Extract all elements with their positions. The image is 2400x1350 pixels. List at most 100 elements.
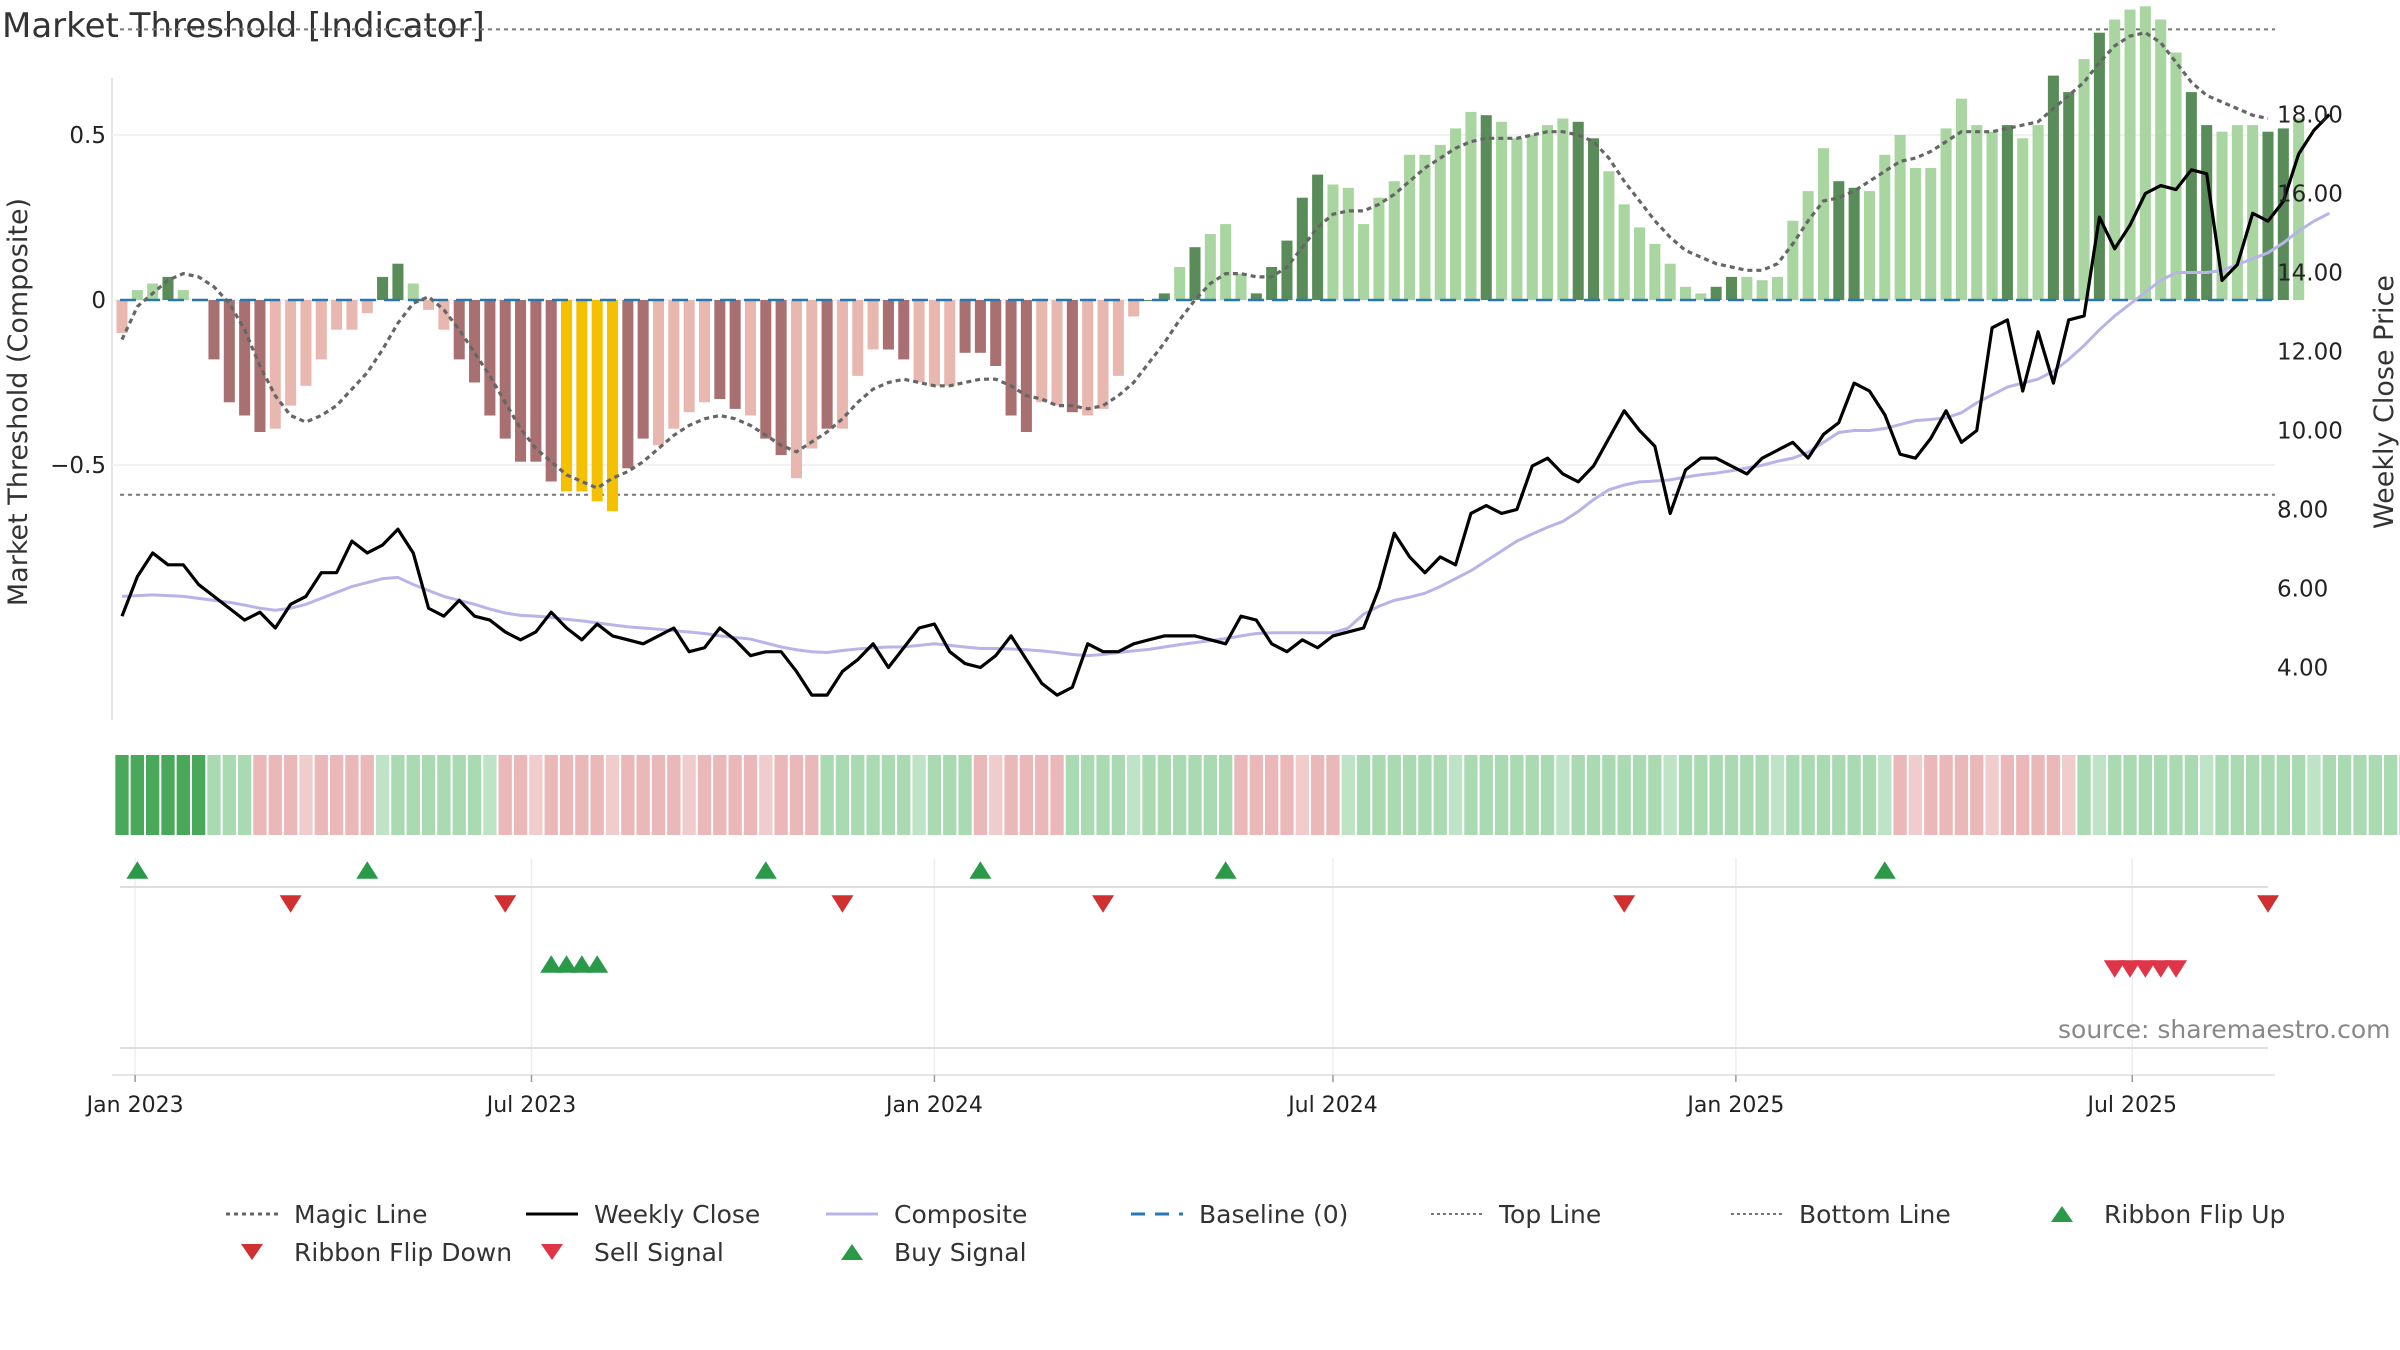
ribbon-cell — [207, 755, 221, 835]
composite-bar — [499, 300, 511, 439]
ribbon-cell — [161, 755, 175, 835]
composite-bar — [561, 300, 573, 492]
composite-bar — [2170, 52, 2182, 300]
ribbon-flip-up-marker — [126, 861, 149, 879]
ribbon-cell — [1479, 755, 1493, 835]
ribbon-cell — [1556, 755, 1570, 835]
ribbon-cell — [1019, 755, 1034, 835]
composite-bar — [2139, 6, 2151, 301]
ribbon-cell — [467, 755, 482, 835]
chart-title: Market Threshold [Indicator] — [2, 6, 485, 46]
ribbon-cell — [1341, 755, 1355, 835]
composite-bar — [1266, 267, 1278, 300]
composite-line — [121, 211, 2330, 658]
ribbon-cell — [1724, 755, 1739, 835]
legend-item-magic: Magic Line — [220, 1195, 428, 1233]
composite-bar — [1450, 128, 1462, 300]
ribbon-cell — [1617, 755, 1631, 835]
ribbon-cell — [1924, 755, 1938, 835]
composite-bar — [2293, 118, 2305, 300]
composite-bar — [1066, 300, 1078, 413]
ribbon-cell — [1985, 755, 1999, 835]
composite-bar — [806, 300, 818, 449]
composite-bar — [162, 276, 174, 300]
ribbon-cell — [299, 755, 313, 835]
ribbon-cell — [1418, 755, 1432, 835]
composite-bar — [300, 300, 312, 386]
ribbon-cell — [1035, 755, 1049, 835]
ribbon-cell — [2016, 755, 2030, 835]
ribbon-cell — [728, 755, 742, 835]
ribbon-cell — [559, 755, 574, 835]
buy-signal-marker — [570, 955, 593, 973]
ribbon-cell — [1648, 755, 1662, 835]
composite-bar — [2063, 92, 2075, 300]
composite-bar — [821, 300, 833, 429]
y-tick-label: −0.5 — [50, 453, 106, 479]
ribbon-cell — [1740, 755, 1754, 835]
composite-bar — [2277, 128, 2289, 300]
x-tick-label: Jan 2024 — [884, 1093, 983, 1118]
ribbon-cell — [1310, 755, 1325, 835]
composite-bar — [1204, 234, 1216, 300]
composite-bar — [453, 300, 465, 360]
ribbon-cell — [1954, 755, 1969, 835]
sell-signal-marker — [2103, 960, 2126, 978]
composite-bar — [2201, 125, 2213, 300]
y2-axis-label: Weekly Close Price — [2369, 275, 2400, 529]
ribbon-flip-up-marker — [1873, 861, 1896, 879]
composite-bar — [2109, 19, 2121, 300]
ribbon-cell — [2322, 755, 2336, 835]
composite-bar — [1894, 135, 1906, 300]
composite-bar — [131, 290, 143, 300]
composite-bar — [1588, 138, 1600, 300]
composite-bar — [1955, 98, 1967, 300]
ribbon-cell — [1832, 755, 1846, 835]
legend-item-sell: Sell Signal — [520, 1233, 724, 1271]
ribbon-cell — [1433, 755, 1447, 835]
composite-bar — [1618, 204, 1630, 300]
ribbon-cell — [881, 755, 896, 835]
composite-bar — [1925, 168, 1937, 300]
y-tick-label: 0 — [91, 288, 106, 314]
composite-bar — [867, 300, 879, 350]
ribbon-cell — [375, 755, 390, 835]
composite-bar — [1005, 300, 1017, 416]
composite-bar — [1419, 154, 1431, 300]
ribbon-cell — [2337, 755, 2352, 835]
ribbon-cell — [1402, 755, 1417, 835]
composite-bar — [2185, 92, 2197, 300]
ribbon-cell — [1234, 755, 1248, 835]
composite-bar — [423, 300, 435, 310]
legend-swatch — [1731, 1213, 1783, 1215]
composite-bar — [1756, 280, 1768, 300]
legend-swatch — [2051, 1206, 2073, 1222]
ribbon-cell — [283, 755, 298, 835]
composite-bar — [530, 300, 542, 462]
ribbon-cell — [2108, 755, 2122, 835]
ribbon-cell — [1816, 755, 1831, 835]
ribbon-cell — [1525, 755, 1539, 835]
ribbon-cell — [605, 755, 620, 835]
legend-swatch — [541, 1244, 563, 1260]
legend-label: Magic Line — [294, 1199, 428, 1229]
ribbon-cell — [1249, 755, 1263, 835]
ribbon-cell — [1295, 755, 1309, 835]
ribbon-cell — [1464, 755, 1478, 835]
ribbon-cell — [1786, 755, 1800, 835]
ribbon-cell — [697, 755, 712, 835]
composite-bar — [1358, 224, 1370, 300]
composite-bar — [591, 300, 603, 502]
ribbon-cell — [1510, 755, 1524, 835]
ribbon-cell — [2062, 755, 2076, 835]
composite-bar — [346, 300, 358, 330]
y2-tick-label: 18.00 — [2277, 103, 2343, 129]
ribbon-cell — [176, 755, 190, 835]
composite-bar — [1940, 128, 1952, 300]
composite-bar — [1664, 263, 1676, 300]
ribbon-flip-down-marker — [831, 895, 854, 913]
composite-bar — [1082, 300, 1094, 416]
ribbon-cell — [1847, 755, 1861, 835]
